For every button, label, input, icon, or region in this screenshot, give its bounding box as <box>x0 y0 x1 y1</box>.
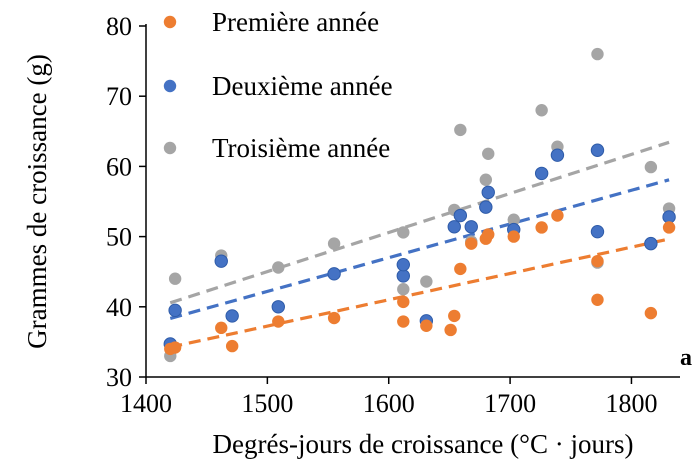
data-point-series-1 <box>272 315 285 328</box>
data-point-series-3 <box>272 261 285 274</box>
data-point-series-2 <box>590 143 605 157</box>
data-point-series-2 <box>447 220 461 234</box>
data-point-series-1 <box>215 321 228 335</box>
data-point-series-1 <box>444 323 457 337</box>
data-point-series-1 <box>448 309 461 323</box>
data-point-series-3 <box>535 104 548 117</box>
legend-label-series-2: Deuxième année <box>212 71 393 101</box>
data-point-series-1 <box>420 319 433 332</box>
legend-label-series-3: Troisième année <box>212 133 390 163</box>
x-axis-title: Degrés-jours de croissance (°C · jours) <box>213 429 634 459</box>
data-point-series-3 <box>454 123 467 137</box>
data-point-series-2 <box>271 300 285 314</box>
x-tick-label: 1400 <box>120 389 172 418</box>
x-tick-label: 1500 <box>241 389 293 418</box>
data-point-layer <box>163 47 676 363</box>
legend-label-series-1: Première année <box>212 7 379 37</box>
data-point-series-1 <box>327 311 341 325</box>
trendline-layer <box>169 140 670 349</box>
data-point-series-2 <box>479 200 493 214</box>
trendline-series-2 <box>169 178 670 320</box>
data-point-series-2 <box>327 267 341 281</box>
data-point-series-2 <box>590 224 605 239</box>
data-point-series-2 <box>168 303 182 318</box>
data-point-series-3 <box>644 160 658 174</box>
data-point-series-3 <box>479 173 493 186</box>
y-axis-title: Grammes de croissance (g) <box>22 54 52 349</box>
data-point-series-1 <box>225 339 239 353</box>
legend: Première année Deuxième année Troisième an… <box>163 7 393 163</box>
trendline-series-1 <box>169 237 670 349</box>
legend-marker-series-1 <box>163 15 177 29</box>
data-point-series-1 <box>507 230 520 243</box>
data-point-series-3 <box>168 272 182 285</box>
data-point-series-3 <box>420 275 433 288</box>
data-point-series-3 <box>397 283 410 296</box>
data-point-series-3 <box>507 213 520 226</box>
data-point-series-2 <box>464 220 478 234</box>
data-point-series-1 <box>591 254 604 268</box>
data-point-series-3 <box>397 226 410 239</box>
data-point-series-1 <box>397 315 410 328</box>
x-tick-label: 1800 <box>605 389 657 418</box>
data-point-series-1 <box>662 221 676 234</box>
legend-marker-series-2 <box>163 79 177 93</box>
x-tick-label: 1600 <box>363 389 415 418</box>
y-tick-label: 80 <box>106 12 132 41</box>
data-point-series-2 <box>550 148 565 162</box>
y-tick-label: 50 <box>106 223 132 252</box>
data-point-series-1 <box>465 237 478 250</box>
data-point-series-1 <box>482 228 495 241</box>
panel-label: a <box>680 345 692 371</box>
data-point-series-2 <box>481 185 495 200</box>
y-tick-label: 60 <box>106 152 132 181</box>
data-point-series-2 <box>644 236 658 251</box>
axis-layer <box>145 24 680 378</box>
data-point-series-2 <box>396 269 410 283</box>
x-tick-label: 1700 <box>484 389 536 418</box>
data-point-series-2 <box>396 257 410 272</box>
legend-marker-series-3 <box>163 141 177 155</box>
data-point-series-1 <box>591 293 604 306</box>
data-point-series-2 <box>453 208 468 223</box>
data-point-series-3 <box>591 47 604 61</box>
data-point-series-1 <box>644 306 658 320</box>
y-tick-label: 30 <box>106 363 132 392</box>
data-point-series-1 <box>454 262 467 276</box>
tick-layer: 1400 1500 1600 1700 1800 30 40 50 60 70 80 <box>106 12 657 418</box>
data-point-series-1 <box>535 221 548 234</box>
y-tick-label: 70 <box>106 82 132 111</box>
data-point-series-1 <box>168 341 182 354</box>
y-tick-label: 40 <box>106 293 132 322</box>
data-point-series-2 <box>225 309 239 323</box>
data-point-series-2 <box>534 166 549 181</box>
data-point-series-2 <box>214 254 228 268</box>
data-point-series-1 <box>551 209 564 222</box>
trendline-series-3 <box>169 140 670 305</box>
data-point-series-3 <box>482 147 495 160</box>
data-point-series-3 <box>327 237 341 250</box>
data-point-series-1 <box>397 295 410 309</box>
